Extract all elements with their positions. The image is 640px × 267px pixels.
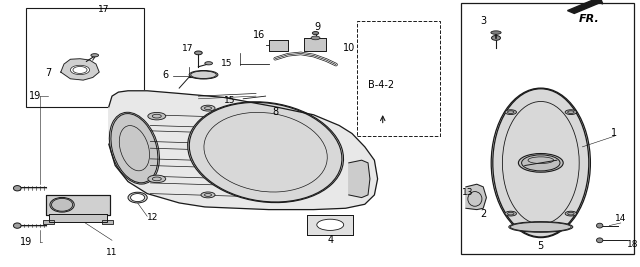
Ellipse shape	[148, 175, 166, 183]
Ellipse shape	[565, 110, 577, 115]
Bar	[269, 40, 288, 51]
Ellipse shape	[565, 211, 577, 216]
Bar	[307, 215, 353, 235]
Bar	[269, 40, 288, 51]
Ellipse shape	[491, 88, 590, 238]
Polygon shape	[466, 184, 486, 210]
Text: 19: 19	[19, 237, 32, 247]
Bar	[304, 38, 326, 51]
Bar	[43, 220, 54, 224]
Text: 18: 18	[627, 240, 638, 249]
Bar	[49, 214, 107, 222]
Text: 17: 17	[98, 5, 109, 14]
Text: 14: 14	[615, 214, 627, 223]
Text: 7: 7	[45, 68, 51, 78]
Bar	[46, 195, 110, 215]
Ellipse shape	[109, 112, 159, 184]
Ellipse shape	[131, 194, 145, 202]
Text: 6: 6	[162, 70, 168, 80]
Polygon shape	[109, 91, 378, 210]
Polygon shape	[349, 160, 370, 198]
Ellipse shape	[13, 186, 21, 191]
Ellipse shape	[311, 36, 320, 40]
Ellipse shape	[505, 211, 516, 216]
Ellipse shape	[13, 223, 21, 228]
Bar	[49, 214, 107, 222]
Ellipse shape	[205, 62, 212, 65]
Text: 12: 12	[147, 213, 158, 222]
Text: 19: 19	[29, 91, 42, 101]
Ellipse shape	[596, 223, 603, 228]
Bar	[26, 8, 144, 107]
Ellipse shape	[189, 70, 218, 79]
Ellipse shape	[91, 54, 99, 57]
Ellipse shape	[188, 102, 344, 203]
Polygon shape	[61, 59, 99, 80]
Ellipse shape	[317, 219, 344, 230]
Bar	[304, 38, 326, 51]
Text: 1: 1	[611, 128, 618, 139]
Ellipse shape	[518, 154, 563, 172]
Text: 10: 10	[342, 43, 355, 53]
Text: 8: 8	[272, 107, 278, 117]
Text: 2: 2	[480, 209, 486, 219]
Ellipse shape	[312, 32, 319, 35]
Text: 13: 13	[462, 188, 474, 197]
Text: 15: 15	[224, 96, 236, 105]
Ellipse shape	[505, 110, 516, 115]
Bar	[102, 220, 113, 224]
Text: 3: 3	[481, 16, 487, 26]
Ellipse shape	[70, 65, 90, 75]
Ellipse shape	[509, 222, 573, 232]
Ellipse shape	[492, 36, 500, 40]
Bar	[307, 215, 353, 235]
Ellipse shape	[201, 192, 215, 198]
Text: 15: 15	[221, 59, 232, 68]
Ellipse shape	[128, 192, 147, 203]
Ellipse shape	[491, 31, 501, 34]
Text: 11: 11	[106, 248, 118, 257]
Ellipse shape	[201, 105, 215, 111]
Text: 17: 17	[182, 44, 194, 53]
FancyArrow shape	[568, 0, 603, 13]
Text: 9: 9	[314, 22, 321, 32]
Text: 5: 5	[538, 241, 544, 251]
Ellipse shape	[596, 238, 603, 243]
Bar	[46, 195, 110, 215]
Bar	[357, 21, 440, 136]
Text: 4: 4	[327, 235, 333, 245]
Text: 16: 16	[253, 30, 266, 40]
Bar	[461, 3, 634, 254]
Ellipse shape	[50, 198, 74, 212]
Ellipse shape	[195, 51, 202, 55]
Ellipse shape	[148, 112, 166, 120]
Text: FR.: FR.	[579, 14, 600, 24]
Text: B-4-2: B-4-2	[368, 80, 394, 91]
